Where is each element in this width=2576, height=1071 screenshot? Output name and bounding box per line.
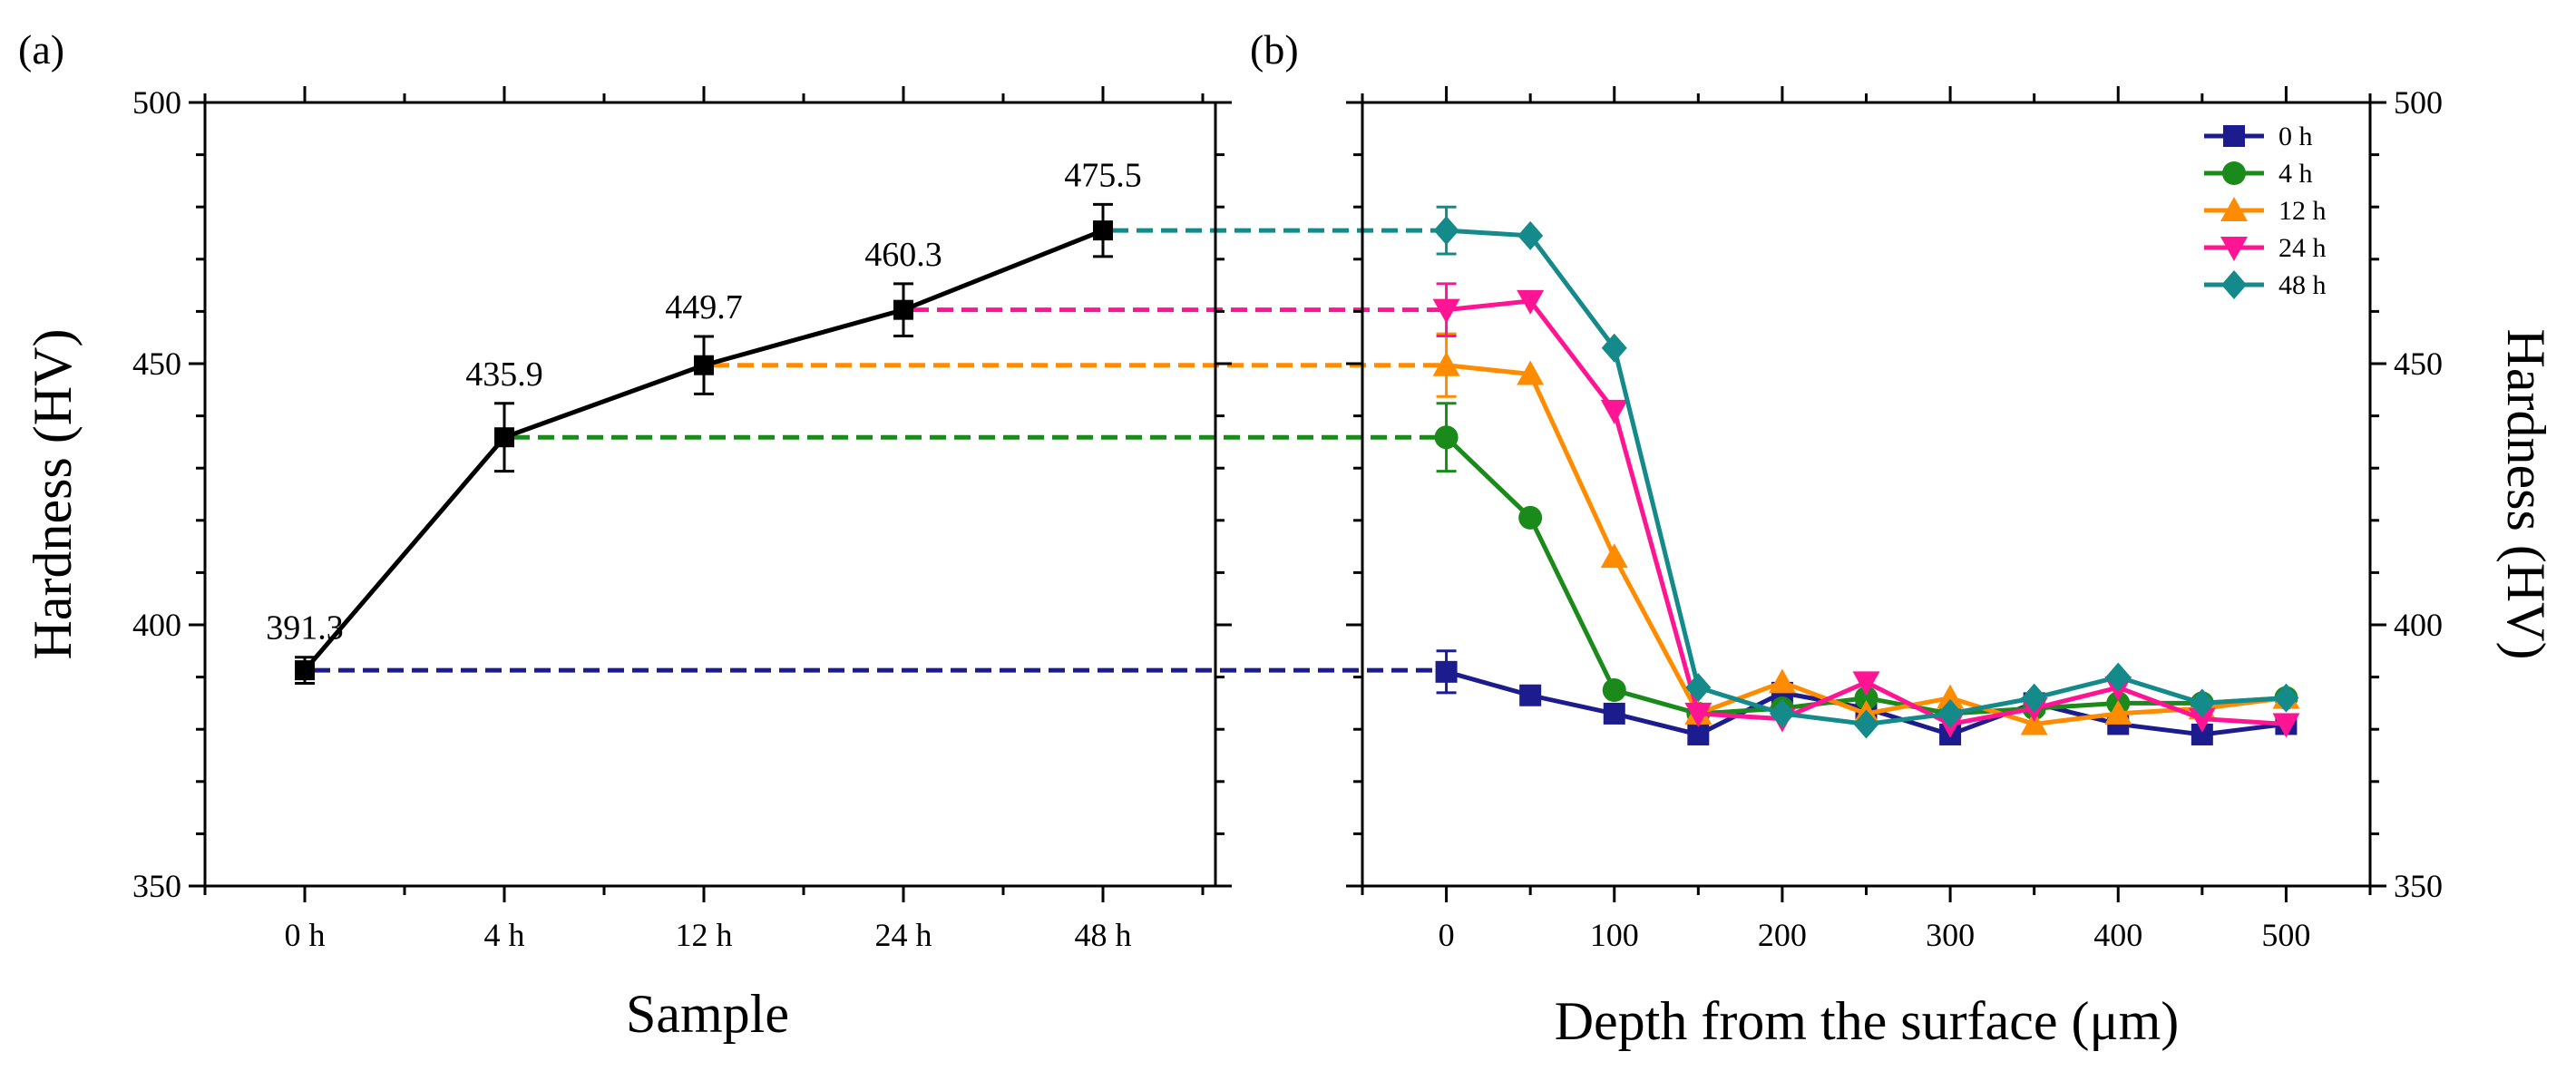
x-tick-label-a: 24 h: [875, 917, 932, 953]
legend-label: 12 h: [2278, 196, 2327, 226]
series-line-b: [1446, 298, 2287, 727]
x-axis-title-a: Sample: [626, 984, 789, 1044]
data-point-b: [1433, 216, 1459, 246]
y-tick-label-b: 450: [2394, 346, 2443, 382]
y-tick-label-a: 500: [132, 84, 181, 121]
data-point-b: [2189, 688, 2215, 718]
x-tick-label-b: 500: [2261, 917, 2310, 953]
legend-marker: [2222, 161, 2246, 185]
data-point-b: [1600, 399, 1628, 424]
y-tick-label-a: 350: [132, 868, 181, 904]
data-point-a: [295, 660, 315, 681]
x-axis-title-b: Depth from the surface (μm): [1555, 991, 2180, 1051]
x-tick-label-b: 100: [1590, 917, 1639, 953]
data-label-a: 391.3: [266, 609, 344, 647]
data-point-b: [1769, 698, 1795, 728]
data-point-b: [1435, 660, 1458, 683]
data-point-b: [1432, 298, 1460, 324]
data-label-a: 435.9: [465, 355, 543, 394]
data-point-b: [2104, 699, 2132, 725]
legend-marker: [2223, 125, 2245, 147]
x-tick-label-a: 48 h: [1075, 917, 1132, 953]
data-point-b: [1937, 698, 1964, 728]
data-label-a: 475.5: [1064, 156, 1142, 194]
data-point-b: [2020, 710, 2048, 735]
data-point-b: [2021, 683, 2047, 713]
data-point-b: [1684, 702, 1712, 727]
legend-label: 24 h: [2278, 233, 2327, 263]
legend: 0 h 4 h 12 h 24 h 48 h: [2204, 122, 2327, 300]
y-tick-label-b: 350: [2394, 868, 2443, 904]
data-point-a: [694, 355, 714, 375]
legend-label: 48 h: [2278, 270, 2327, 300]
data-point-b: [1519, 684, 1542, 706]
data-point-b: [1602, 678, 1626, 702]
connector-lines: [314, 228, 1443, 673]
x-tick-label-b: 200: [1758, 917, 1807, 953]
data-point-a: [893, 299, 913, 320]
data-point-b: [1854, 686, 1878, 710]
plot-frame-a: [203, 101, 1217, 888]
data-point-b: [1518, 505, 1543, 530]
legend-marker: [2220, 197, 2248, 221]
legend-marker: [2220, 237, 2248, 261]
panel-b: 350 400 450 500 0 100 200 300 400 500 0 h 4 h 12 h 24…: [1250, 26, 2556, 1051]
series-line-b: [1446, 363, 2287, 726]
panel-label-a: (a): [18, 26, 64, 73]
panel-a: 350 400 450 500 0 h 4 h 12 h 24 h 48 h 391.3 435.9…: [18, 26, 1232, 1044]
y-tick-label-b: 500: [2394, 84, 2443, 121]
x-tick-label-a: 12 h: [676, 917, 733, 953]
x-tick-label-b: 400: [2093, 917, 2142, 953]
series-line-b: [1446, 228, 2287, 726]
data-point-a: [1093, 220, 1113, 241]
x-tick-label-a: 0 h: [285, 917, 326, 953]
panel-label-b: (b): [1250, 26, 1299, 73]
data-point-b: [1603, 702, 1625, 725]
x-tick-label-a: 4 h: [484, 917, 525, 953]
data-point-b: [1517, 360, 1545, 385]
y-axis-title-b: Hardness (HV): [2496, 329, 2556, 660]
data-point-a: [494, 427, 514, 448]
legend-label: 4 h: [2278, 159, 2313, 189]
data-point-b: [1601, 333, 1627, 363]
data-point-b: [1685, 673, 1712, 703]
x-tick-label-b: 300: [1926, 917, 1975, 953]
y-tick-label-a: 450: [132, 346, 181, 382]
data-point-b: [1687, 723, 1710, 745]
data-label-a: 460.3: [864, 236, 942, 274]
plot-frame-b: [1361, 101, 2372, 888]
y-tick-label-a: 400: [132, 607, 181, 643]
data-point-b: [1852, 671, 1880, 696]
data-point-b: [2188, 707, 2216, 733]
data-point-b: [1853, 709, 1879, 739]
data-point-b: [1432, 351, 1460, 376]
series-24h: [1432, 282, 2300, 738]
x-tick-label-b: 0: [1439, 917, 1455, 953]
data-point-b: [1517, 220, 1544, 250]
data-point-b: [1600, 543, 1628, 569]
y-tick-label-b: 400: [2394, 607, 2443, 643]
data-point-b: [1434, 425, 1459, 450]
legend-label: 0 h: [2278, 122, 2313, 151]
data-label-a: 449.7: [665, 288, 743, 326]
data-point-b: [2105, 662, 2132, 692]
data-point-b: [1937, 684, 1965, 709]
legend-marker: [2221, 270, 2247, 299]
data-point-b: [1517, 289, 1545, 315]
data-point-b: [1768, 668, 1796, 694]
data-point-b: [2272, 713, 2300, 738]
series-48h: [1433, 205, 2299, 739]
y-axis-title-a: Hardness (HV): [23, 329, 83, 660]
data-point-b: [2273, 683, 2299, 713]
